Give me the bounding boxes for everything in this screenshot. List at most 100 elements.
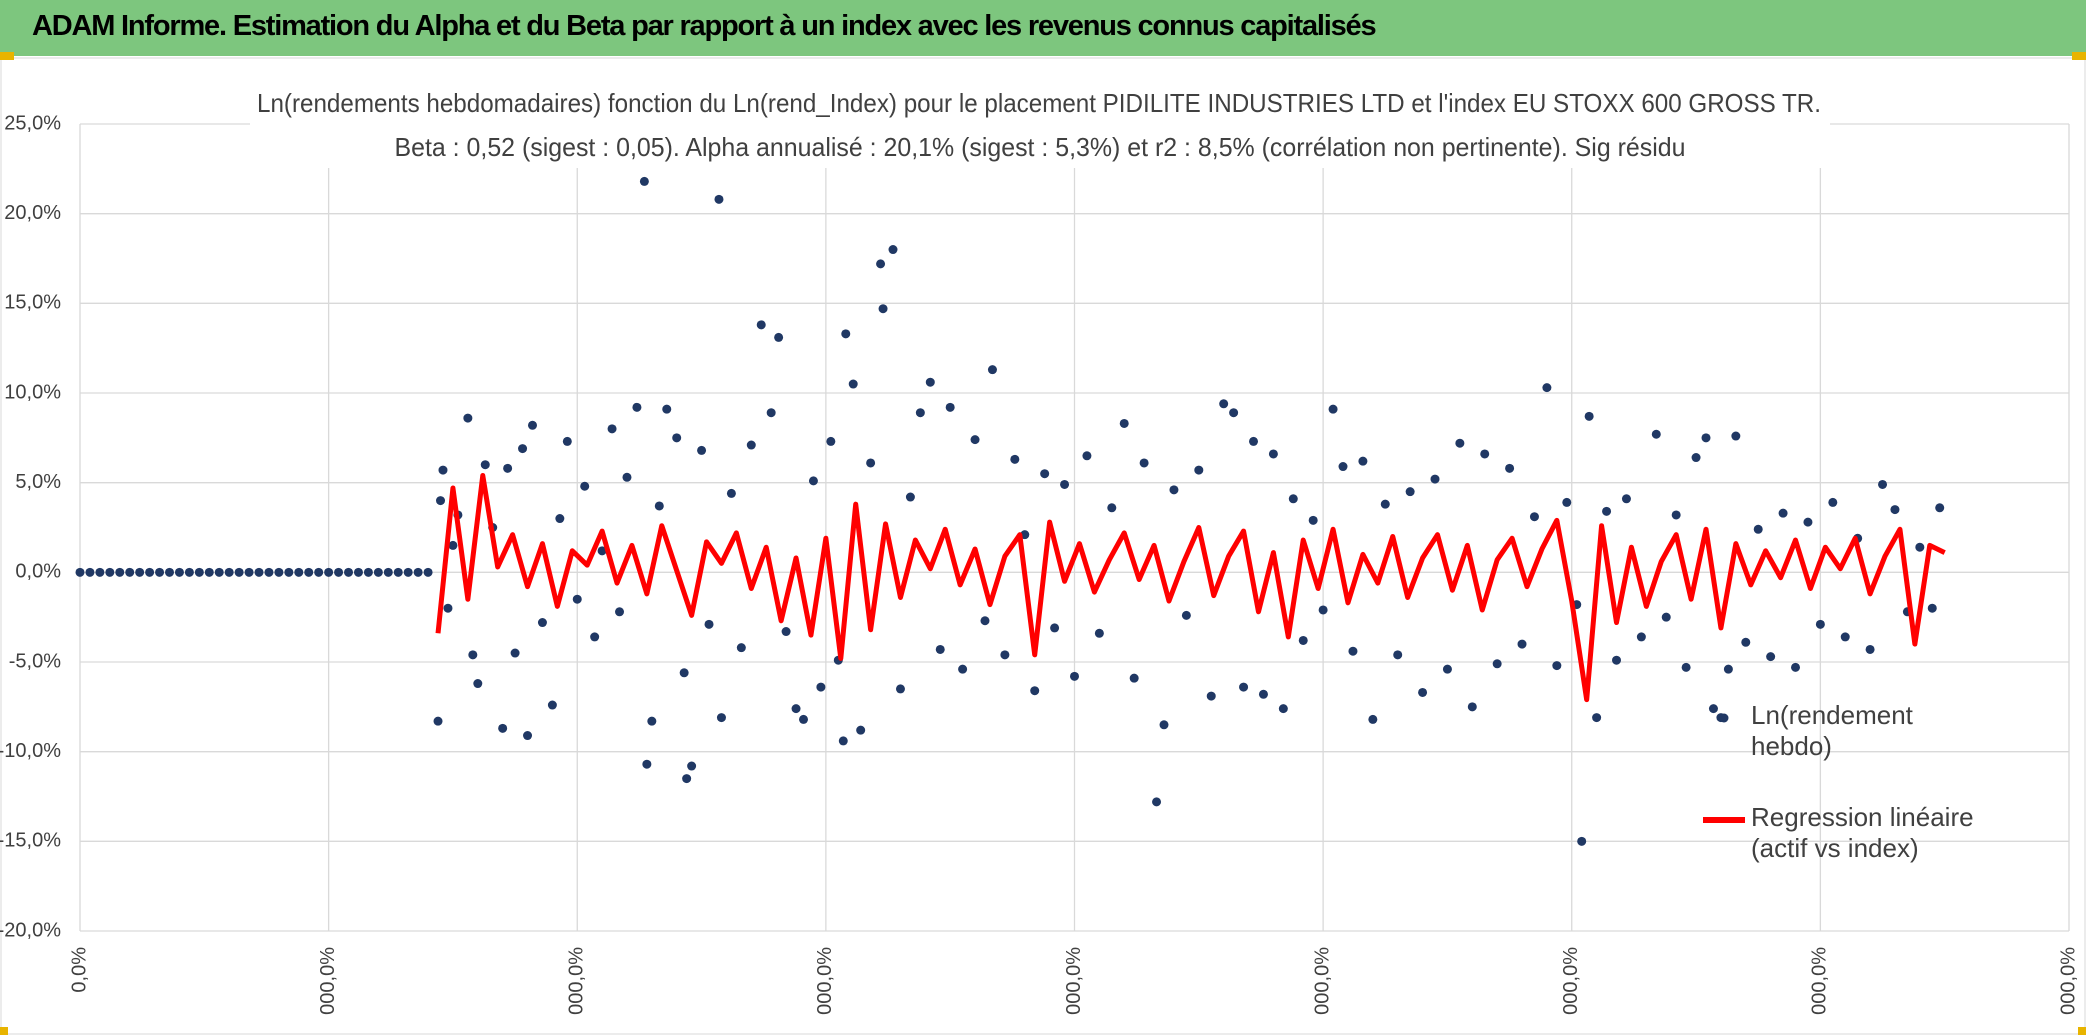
data-point	[184, 567, 194, 577]
data-point	[1442, 664, 1452, 674]
data-point	[1219, 399, 1229, 409]
data-point	[816, 682, 826, 692]
data-point	[1159, 720, 1169, 730]
data-point	[1249, 436, 1259, 446]
y-tick-label: 20,0%	[4, 202, 61, 224]
data-point	[925, 377, 935, 387]
x-tick-label: 000,0%	[566, 947, 588, 1015]
data-point	[1050, 623, 1060, 633]
data-point	[155, 567, 165, 577]
data-point	[1308, 515, 1318, 525]
data-point	[841, 329, 851, 339]
data-point	[537, 618, 547, 628]
data-point	[95, 567, 105, 577]
data-point	[1194, 465, 1204, 475]
data-point	[174, 567, 184, 577]
data-point	[774, 332, 784, 342]
data-point	[1661, 612, 1671, 622]
data-point	[1671, 510, 1681, 520]
data-point	[1529, 512, 1539, 522]
corner	[0, 1027, 8, 1035]
data-point	[85, 567, 95, 577]
data-point	[1030, 686, 1040, 696]
data-point	[716, 713, 726, 723]
data-point	[1169, 485, 1179, 495]
data-point	[214, 567, 224, 577]
x-tick-label: 0,0%	[68, 947, 90, 993]
data-point	[878, 304, 888, 314]
data-point	[403, 567, 413, 577]
x-tick-label: 000,0%	[2057, 947, 2079, 1015]
data-point	[1592, 713, 1602, 723]
data-point	[1040, 469, 1050, 479]
data-point	[590, 632, 600, 642]
data-point	[1380, 499, 1390, 509]
data-point	[1060, 479, 1070, 489]
data-point	[1119, 418, 1129, 428]
data-point	[413, 567, 423, 577]
data-point	[1878, 479, 1888, 489]
data-point	[1927, 603, 1937, 613]
data-point	[1206, 691, 1216, 701]
data-point	[353, 567, 363, 577]
data-point	[1338, 462, 1348, 472]
data-point	[1298, 635, 1308, 645]
data-point	[1094, 628, 1104, 638]
data-point	[334, 567, 344, 577]
data-point	[580, 481, 590, 491]
corner	[0, 52, 14, 60]
data-point	[1405, 487, 1415, 497]
data-point	[224, 567, 234, 577]
data-point	[1865, 644, 1875, 654]
title-background	[250, 84, 1830, 168]
data-point	[1000, 650, 1010, 660]
data-point	[1070, 671, 1079, 681]
y-tick-label: 5,0%	[15, 471, 61, 493]
data-point	[1418, 687, 1428, 697]
data-point	[393, 567, 403, 577]
data-point	[970, 435, 980, 445]
data-point	[135, 567, 145, 577]
data-point	[1651, 429, 1661, 439]
data-point	[383, 567, 393, 577]
y-tick-label: -15,0%	[0, 830, 61, 852]
data-point	[344, 567, 354, 577]
data-point	[1467, 702, 1477, 712]
y-tick-label: -20,0%	[0, 919, 61, 941]
data-point	[443, 603, 453, 613]
data-point	[639, 176, 649, 186]
data-point	[905, 492, 915, 502]
data-point	[1517, 639, 1527, 649]
data-point	[1368, 714, 1378, 724]
data-point	[165, 567, 175, 577]
x-tick-label: 000,0%	[814, 947, 836, 1015]
data-point	[980, 616, 990, 626]
data-point	[1328, 404, 1338, 414]
data-point	[274, 567, 284, 577]
data-point	[1803, 517, 1813, 527]
data-point	[632, 402, 642, 412]
data-point	[1577, 836, 1587, 846]
data-point	[687, 761, 697, 771]
data-point	[697, 445, 707, 455]
corner	[2072, 52, 2086, 60]
data-point	[105, 567, 115, 577]
page-title: ADAM Informe. Estimation du Alpha et du …	[32, 10, 1377, 42]
data-point	[1791, 662, 1801, 672]
data-point	[1430, 474, 1440, 484]
data-point	[682, 774, 692, 784]
data-point	[244, 567, 254, 577]
data-point	[1778, 508, 1788, 518]
data-point	[510, 648, 520, 658]
data-point	[1562, 497, 1572, 507]
data-point	[480, 460, 490, 470]
x-tick-label: 000,0%	[1809, 947, 1831, 1015]
legend-entry: Regression linéaire (actif vs index)	[1751, 802, 1974, 863]
data-point	[1318, 605, 1328, 615]
data-point	[468, 650, 478, 660]
data-point	[527, 420, 537, 430]
data-point	[1741, 637, 1751, 647]
x-tick-label: 000,0%	[1560, 947, 1582, 1015]
data-point	[1010, 454, 1020, 464]
